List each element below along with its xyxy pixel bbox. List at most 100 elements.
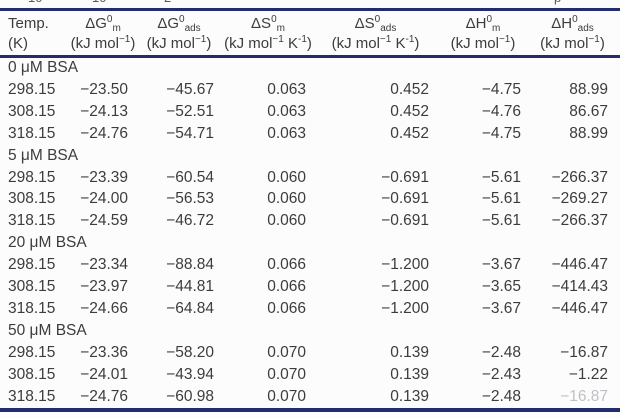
temp-cell: 308.15 [8, 278, 56, 296]
cutoff-text-fragment: · [140, 0, 144, 5]
value-cell: −3.67 [481, 299, 521, 317]
value-cell: 0.063 [267, 80, 306, 98]
temp-cell: 308.15 [8, 102, 56, 120]
value-cell: 0.066 [267, 299, 306, 317]
value-cell: −58.20 [166, 343, 214, 361]
value-cell: −5.61 [481, 168, 521, 186]
value-cell: −269.27 [551, 190, 608, 208]
value-cell: 0.063 [267, 124, 306, 142]
value-cell: 0.066 [267, 278, 306, 296]
value-cell: −64.84 [166, 299, 214, 317]
value-cell: 86.67 [569, 102, 608, 120]
table-top-rule [0, 8, 620, 11]
column-header: ΔG0m (kJ mol−1) [70, 14, 136, 53]
data-row: 298.15 −23.50 −45.67 0.063 0.452 −4.75 88.99 [8, 79, 616, 101]
value-cell: −45.67 [166, 80, 214, 98]
value-cell: −23.39 [80, 168, 128, 186]
value-cell: −16.87 [560, 343, 608, 361]
data-row: 298.15 −23.39 −60.54 0.060 −0.691 −5.61 −266.3… [8, 167, 616, 189]
section-row: 0 μM BSA [8, 57, 616, 79]
value-cell: −24.66 [80, 299, 128, 317]
value-cell: −2.48 [481, 387, 521, 405]
data-row: 318.15 −24.66 −64.84 0.066 −1.200 −3.67 −446.4… [8, 298, 616, 320]
value-cell: 0.139 [390, 343, 429, 361]
temp-cell: 318.15 [8, 124, 56, 142]
section-row: 20 μM BSA [8, 232, 616, 254]
value-cell: −16.87 [560, 387, 608, 405]
cutoff-text-fragment: p [554, 0, 561, 5]
value-cell: 0.070 [267, 387, 306, 405]
data-row: 318.15 −24.59 −46.72 0.060 −0.691 −5.61 −266.3… [8, 210, 616, 232]
data-row: 298.15 −23.34 −88.84 0.066 −1.200 −3.67 −446.4… [8, 254, 616, 276]
value-cell: −24.13 [80, 102, 128, 120]
temp-cell: 308.15 [8, 365, 56, 383]
value-cell: −54.71 [166, 124, 214, 142]
cutoff-text-fragment: 10 [92, 0, 106, 5]
temp-cell: 298.15 [8, 256, 56, 274]
temp-cell: 318.15 [8, 299, 56, 317]
cutoff-text-fragment: - [6, 0, 10, 5]
value-cell: −3.67 [481, 256, 521, 274]
value-cell: −5.61 [481, 190, 521, 208]
data-row: 308.15 −24.01 −43.94 0.070 0.139 −2.43 −1.22 [8, 364, 616, 386]
value-cell: 88.99 [569, 124, 608, 142]
value-cell: −23.97 [80, 278, 128, 296]
table-bottom-rule [0, 408, 620, 412]
value-cell: −23.50 [80, 80, 128, 98]
data-row: 298.15 −23.36 −58.20 0.070 0.139 −2.48 −16.87 [8, 342, 616, 364]
value-cell: −24.00 [80, 190, 128, 208]
value-cell: −23.36 [80, 343, 128, 361]
value-cell: −46.72 [166, 212, 214, 230]
value-cell: −56.53 [166, 190, 214, 208]
cutoff-text-fragment: 10 [28, 0, 42, 5]
section-label: 50 μM BSA [8, 321, 87, 339]
value-cell: −1.200 [381, 299, 429, 317]
thermodynamic-parameters-table: Temp. (K) ΔG0m (kJ mol−1) ΔG0ads (kJ mol−1) ΔS… [8, 11, 616, 408]
temp-cell: 298.15 [8, 168, 56, 186]
section-row: 50 μM BSA [8, 320, 616, 342]
column-header: ΔG0ads (kJ mol−1) [146, 14, 212, 53]
value-cell: −5.61 [481, 212, 521, 230]
value-cell: −1.200 [381, 278, 429, 296]
data-row: 308.15 −24.13 −52.51 0.063 0.452 −4.76 86.67 [8, 101, 616, 123]
value-cell: −24.76 [80, 124, 128, 142]
value-cell: −43.94 [166, 365, 214, 383]
value-cell: −414.43 [551, 278, 608, 296]
value-cell: −44.81 [166, 278, 214, 296]
temp-cell: 308.15 [8, 190, 56, 208]
cutoff-caption-strip: - 10 10 · 2 p [0, 0, 620, 7]
section-label: 5 μM BSA [8, 146, 79, 164]
value-cell: −24.59 [80, 212, 128, 230]
value-cell: −446.47 [551, 299, 608, 317]
data-row: 308.15 −24.00 −56.53 0.060 −0.691 −5.61 −269.2… [8, 188, 616, 210]
temp-cell: 318.15 [8, 212, 56, 230]
data-row: 308.15 −23.97 −44.81 0.066 −1.200 −3.65 −414.4… [8, 276, 616, 298]
section-label: 0 μM BSA [8, 59, 79, 76]
value-cell: −4.76 [481, 102, 521, 120]
temp-cell: 318.15 [8, 387, 56, 405]
column-header: ΔS0m (kJ mol−1 K-1) [224, 14, 312, 53]
value-cell: −446.47 [551, 256, 608, 274]
value-cell: −24.76 [80, 387, 128, 405]
value-cell: −60.98 [166, 387, 214, 405]
value-cell: 0.063 [267, 102, 306, 120]
value-cell: −23.34 [80, 256, 128, 274]
temp-cell: 298.15 [8, 80, 56, 98]
value-cell: −52.51 [166, 102, 214, 120]
table-header-rule [0, 55, 620, 58]
value-cell: 0.066 [267, 256, 306, 274]
value-cell: −24.01 [80, 365, 128, 383]
value-cell: −1.22 [568, 365, 608, 383]
value-cell: 0.070 [267, 343, 306, 361]
value-cell: −0.691 [381, 190, 429, 208]
value-cell: −266.37 [551, 168, 608, 186]
value-cell: −4.75 [481, 80, 521, 98]
value-cell: −60.54 [166, 168, 214, 186]
value-cell: 0.139 [390, 387, 429, 405]
value-cell: 0.452 [390, 102, 429, 120]
header-row: Temp. (K) ΔG0m (kJ mol−1) ΔG0ads (kJ mol−1) ΔS… [8, 11, 616, 57]
column-header: Temp. (K) [8, 15, 49, 52]
column-header: ΔS0ads (kJ mol−1 K-1) [331, 14, 420, 53]
temp-cell: 298.15 [8, 343, 56, 361]
